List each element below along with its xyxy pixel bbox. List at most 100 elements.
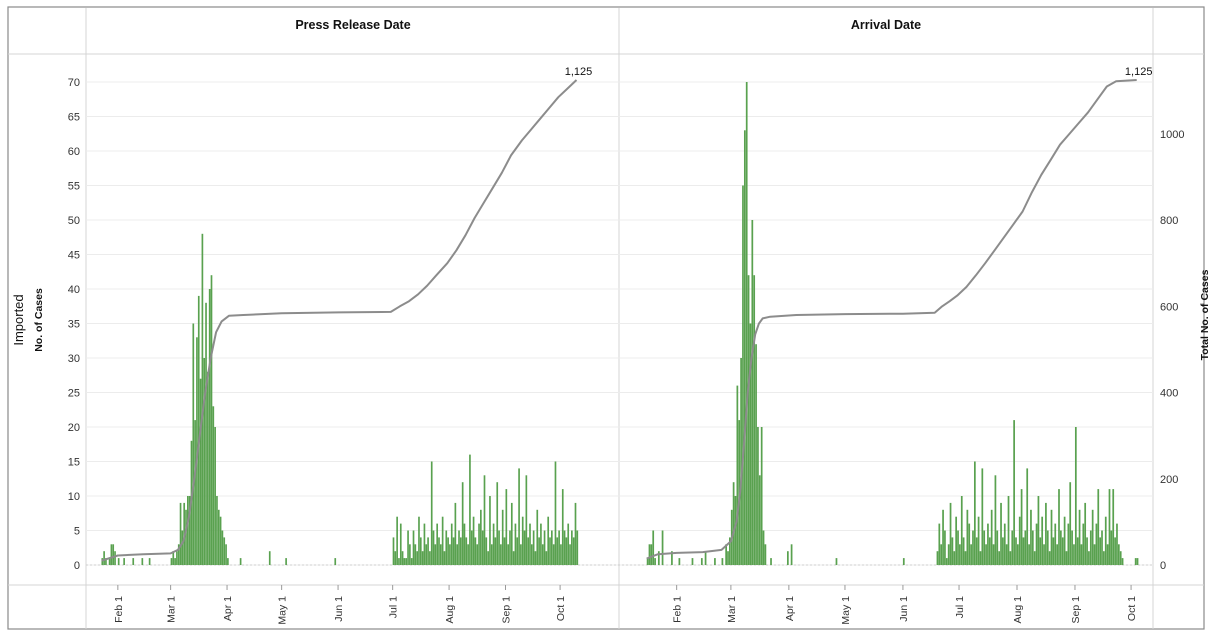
daily-cases-bar [1095, 523, 1098, 565]
y-tick-label: 60 [68, 146, 80, 158]
cumulative-total-line [101, 79, 578, 562]
daily-cases-bar [549, 537, 551, 565]
daily-cases-bar [565, 537, 568, 565]
daily-cases-bar [148, 558, 151, 565]
cumulative-end-label: 1,125 [1125, 66, 1153, 78]
daily-cases-bar [185, 509, 187, 565]
daily-cases-bar [405, 558, 408, 565]
daily-cases-bar [194, 420, 196, 565]
y2-tick-label: 600 [1160, 301, 1178, 313]
daily-cases-bar [543, 530, 546, 565]
daily-cases-bar [975, 537, 978, 565]
daily-cases-bar [1031, 530, 1034, 565]
daily-cases-bar [944, 530, 946, 565]
daily-cases-bar [436, 523, 439, 565]
daily-cases-bar [401, 551, 404, 565]
daily-cases-bar [1033, 551, 1036, 565]
daily-cases-bar [1061, 537, 1064, 565]
daily-cases-bar [1091, 509, 1094, 565]
cumulative-total-line [646, 79, 1137, 560]
daily-cases-bar [123, 558, 125, 565]
daily-cases-bar [654, 558, 656, 565]
daily-cases-bar [132, 558, 135, 565]
daily-cases-bar [472, 516, 475, 565]
daily-cases-bar [409, 544, 411, 565]
daily-cases-bar [419, 537, 422, 565]
y-tick-label: 65 [68, 112, 80, 124]
x-tick-label: Feb 1 [672, 596, 684, 623]
daily-cases-bar [403, 558, 406, 565]
daily-cases-bar [751, 220, 754, 565]
daily-cases-bar [438, 537, 440, 565]
daily-cases-bar [968, 523, 971, 565]
daily-cases-bar [985, 544, 987, 565]
x-tick-label: Aug 1 [1012, 596, 1024, 624]
left-axis-ticks: 0 5 10 15 20 25 30 35 40 45 50 55 60 65 70 [68, 77, 80, 572]
daily-cases-bar [176, 551, 178, 565]
daily-cases-bar [516, 537, 519, 565]
daily-cases-bar [177, 544, 180, 565]
x-tick-label: Mar 1 [166, 596, 178, 623]
daily-cases-bar [790, 544, 793, 565]
daily-cases-bar [1104, 516, 1107, 565]
daily-cases-bar [1017, 544, 1019, 565]
daily-cases-bar [530, 544, 533, 565]
daily-cases-bar [214, 427, 216, 565]
daily-cases-bar [208, 289, 211, 565]
daily-cases-bar [545, 551, 548, 565]
daily-cases-bar [652, 530, 655, 565]
daily-cases-bar [518, 468, 520, 565]
daily-cases-bar [1088, 551, 1090, 565]
daily-cases-bar [470, 530, 473, 565]
daily-cases-bar [170, 558, 173, 565]
daily-cases-bar [199, 378, 202, 565]
daily-cases-bar [972, 530, 974, 565]
daily-cases-bar [223, 537, 226, 565]
y-tick-label: 10 [68, 491, 80, 503]
daily-cases-bar [507, 544, 509, 565]
daily-cases-bar [514, 523, 517, 565]
daily-cases-bar [1074, 427, 1077, 565]
daily-cases-bar [1078, 509, 1081, 565]
daily-cases-bar [1101, 530, 1103, 565]
daily-cases-bar [434, 544, 437, 565]
daily-cases-bar [936, 551, 939, 565]
daily-cases-bar [396, 516, 398, 565]
y-tick-label: 40 [68, 284, 80, 296]
daily-cases-bar [1020, 489, 1023, 565]
daily-cases-bar [569, 544, 571, 565]
daily-cases-bar [558, 530, 560, 565]
daily-cases-bar [450, 523, 453, 565]
daily-cases-bar [480, 509, 482, 565]
daily-cases-bar [505, 489, 508, 565]
daily-cases-bar [454, 502, 457, 565]
daily-cases-bar [407, 530, 409, 565]
daily-cases-bar [534, 551, 537, 565]
daily-cases-bar [1069, 482, 1072, 565]
y-tick-label: 15 [68, 457, 80, 469]
x-tick-label: Oct 1 [1126, 596, 1138, 621]
daily-cases-bar [1058, 489, 1060, 565]
daily-cases-bar [988, 537, 991, 565]
y2-tick-label: 0 [1160, 560, 1166, 572]
daily-cases-bar [398, 558, 400, 565]
y-tick-label: 5 [74, 526, 80, 538]
daily-cases-bar [760, 427, 763, 565]
daily-cases-bar [947, 544, 950, 565]
daily-cases-bar [532, 530, 535, 565]
daily-cases-bar [764, 544, 767, 565]
daily-cases-bar [551, 530, 553, 565]
daily-cases-bar [560, 544, 562, 565]
daily-cases-bar [700, 558, 703, 565]
daily-cases-bar [732, 482, 735, 565]
panel-title-arrival: Arrival Date [851, 18, 921, 32]
y-tick-label: 55 [68, 181, 80, 193]
daily-cases-bar [538, 537, 540, 565]
daily-cases-bar [423, 523, 426, 565]
daily-cases-bar [414, 544, 417, 565]
daily-cases-bar [691, 558, 694, 565]
daily-cases-bar [483, 475, 486, 565]
daily-cases-bar [529, 523, 531, 565]
daily-cases-bar [990, 509, 993, 565]
daily-cases-bar [970, 544, 972, 565]
